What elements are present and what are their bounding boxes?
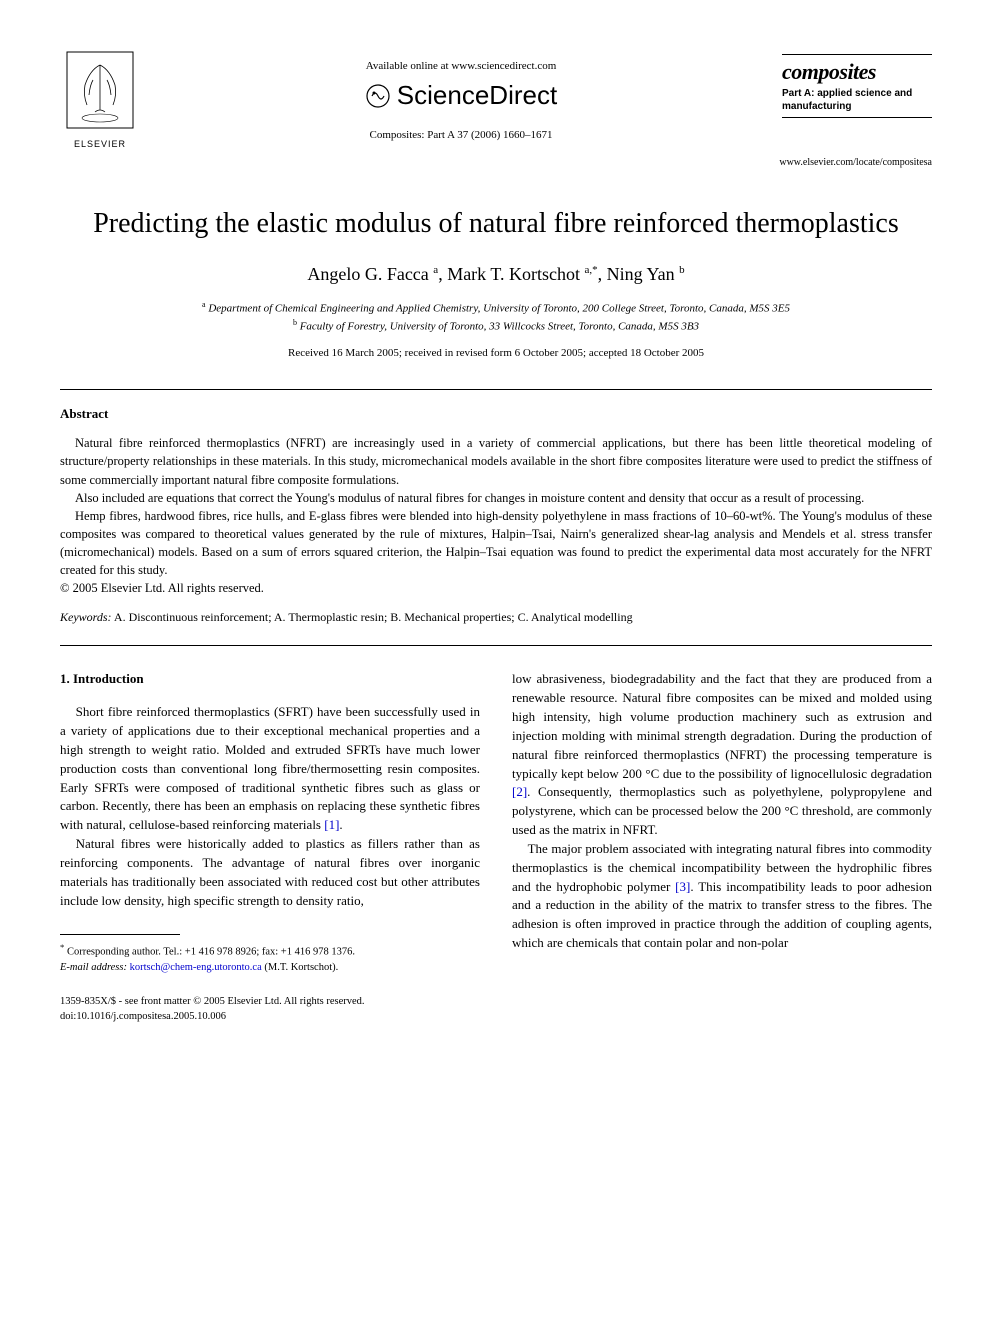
keywords-text: A. Discontinuous reinforcement; A. Therm… xyxy=(114,610,633,624)
email-label: E-mail address: xyxy=(60,962,127,973)
intro-p2: Natural fibres were historically added t… xyxy=(60,835,480,910)
elsevier-tree-icon xyxy=(65,50,135,130)
corr-email[interactable]: kortsch@chem-eng.utoronto.ca xyxy=(130,962,262,973)
affil-a-sup: a xyxy=(202,300,206,309)
journal-reference: Composites: Part A 37 (2006) 1660–1671 xyxy=(140,129,782,141)
right-column: low abrasiveness, biodegradability and t… xyxy=(512,670,932,1024)
author-list: Angelo G. Facca a, Mark T. Kortschot a,*… xyxy=(60,264,932,285)
abstract-p2: Also included are equations that correct… xyxy=(60,489,932,507)
journal-url: www.elsevier.com/locate/compositesa xyxy=(60,157,932,168)
affil-b-sup: b xyxy=(293,318,297,327)
intro-p1-cont: low abrasiveness, biodegradability and t… xyxy=(512,670,932,840)
abstract-heading: Abstract xyxy=(60,406,932,422)
composites-subtitle: Part A: applied science and manufacturin… xyxy=(782,87,932,113)
footer-doi: doi:10.1016/j.compositesa.2005.10.006 xyxy=(60,1011,226,1022)
keywords-label: Keywords: xyxy=(60,610,112,624)
abstract-bottom-rule xyxy=(60,645,932,646)
author-3-sup: b xyxy=(679,264,685,276)
email-who: (M.T. Kortschot). xyxy=(264,962,338,973)
sciencedirect-logo: ScienceDirect xyxy=(140,80,782,111)
sciencedirect-text: ScienceDirect xyxy=(397,80,557,111)
footnote-rule xyxy=(60,934,180,935)
intro-p1: Short fibre reinforced thermoplastics (S… xyxy=(60,703,480,835)
author-1: Angelo G. Facca xyxy=(307,264,428,284)
keywords-block: Keywords: A. Discontinuous reinforcement… xyxy=(60,610,932,625)
affil-b: Faculty of Forestry, University of Toron… xyxy=(300,321,699,333)
journal-brand: composites Part A: applied science and m… xyxy=(782,50,932,122)
abstract-p1: Natural fibre reinforced thermoplastics … xyxy=(60,434,932,488)
brand-rule-top xyxy=(782,54,932,55)
affiliations: a Department of Chemical Engineering and… xyxy=(60,299,932,335)
abstract-body: Natural fibre reinforced thermoplastics … xyxy=(60,434,932,579)
sciencedirect-icon xyxy=(365,83,391,109)
article-title: Predicting the elastic modulus of natura… xyxy=(60,208,932,240)
journal-header: ELSEVIER Available online at www.science… xyxy=(60,50,932,149)
section-1-heading: 1. Introduction xyxy=(60,670,480,689)
author-2: Mark T. Kortschot xyxy=(447,264,580,284)
affil-a: Department of Chemical Engineering and A… xyxy=(208,303,790,315)
abstract-p3: Hemp fibres, hardwood fibres, rice hulls… xyxy=(60,507,932,580)
available-online-text: Available online at www.sciencedirect.co… xyxy=(140,60,782,72)
article-dates: Received 16 March 2005; received in revi… xyxy=(60,347,932,359)
author-3: Ning Yan xyxy=(607,264,675,284)
left-column: 1. Introduction Short fibre reinforced t… xyxy=(60,670,480,1024)
composites-wordmark: composites xyxy=(782,59,932,85)
corr-text: Corresponding author. Tel.: +1 416 978 8… xyxy=(67,947,355,958)
body-columns: 1. Introduction Short fibre reinforced t… xyxy=(60,670,932,1024)
ref-link-2[interactable]: [2] xyxy=(512,784,527,799)
ref-link-1[interactable]: [1] xyxy=(324,817,339,832)
corresponding-author-footnote: * Corresponding author. Tel.: +1 416 978… xyxy=(60,941,480,975)
footer-copyright: 1359-835X/$ - see front matter © 2005 El… xyxy=(60,995,480,1024)
intro-p3: The major problem associated with integr… xyxy=(512,840,932,953)
publisher-logo-block: ELSEVIER xyxy=(60,50,140,149)
ref-link-3[interactable]: [3] xyxy=(675,879,690,894)
header-center: Available online at www.sciencedirect.co… xyxy=(140,50,782,141)
brand-rule-bottom xyxy=(782,117,932,118)
footer-line1: 1359-835X/$ - see front matter © 2005 El… xyxy=(60,996,365,1007)
author-2-sup: a,* xyxy=(585,264,598,276)
author-1-sup: a xyxy=(433,264,438,276)
elsevier-label: ELSEVIER xyxy=(60,139,140,149)
copyright-line: © 2005 Elsevier Ltd. All rights reserved… xyxy=(60,581,932,596)
abstract-top-rule xyxy=(60,389,932,390)
